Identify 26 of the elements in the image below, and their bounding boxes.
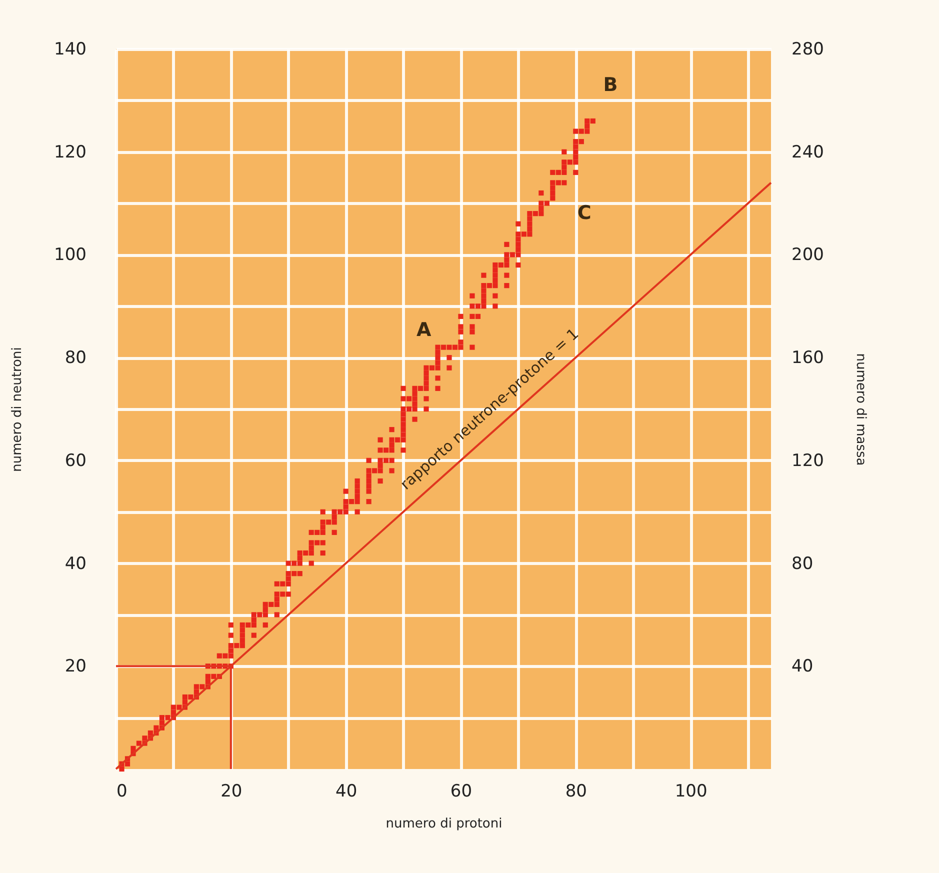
x-tick-label: 20 (220, 782, 242, 802)
y-tick-label: 120 (54, 142, 86, 162)
x-tick-label: 40 (336, 782, 358, 802)
x-tick-label: 100 (674, 782, 708, 802)
y-tick-label: 60 (64, 450, 86, 471)
annotation: C (577, 202, 592, 224)
y-tick-label: 140 (54, 40, 86, 60)
x-axis-title: numero di protoni (386, 816, 502, 832)
y-tick-label: 20 (64, 656, 86, 677)
y2-tick-label: 240 (792, 142, 824, 162)
y2-tick-label: 160 (792, 348, 824, 368)
y2-tick-label: 40 (792, 656, 814, 677)
y-axis-title: numero di neutroni (10, 347, 26, 472)
y-tick-label: 40 (64, 554, 86, 574)
y-tick-label: 80 (64, 348, 86, 368)
x-tick-label: 80 (565, 782, 587, 802)
y-tick-label: 100 (54, 245, 86, 266)
annotation: B (603, 74, 618, 96)
annotation: A (416, 318, 432, 341)
y2-tick-label: 200 (792, 245, 824, 266)
y2-axis-title: numero di massa (852, 353, 868, 466)
y2-tick-label: 120 (792, 450, 824, 471)
y2-tick-label: 280 (792, 40, 824, 60)
y2-tick-label: 80 (792, 554, 814, 574)
x-tick-label: 60 (450, 782, 472, 802)
x-tick-label: 0 (116, 782, 128, 802)
